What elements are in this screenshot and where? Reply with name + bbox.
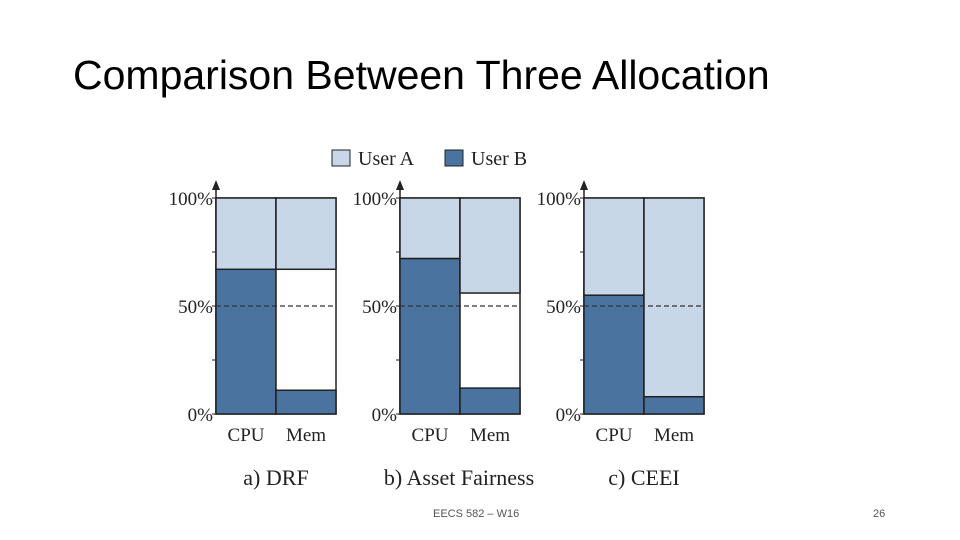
x-tick-label-mem: Mem xyxy=(470,425,510,446)
y-tick-label: 100% xyxy=(169,189,214,210)
bar-user-a-cpu xyxy=(399,197,461,260)
bar-user-b-mem xyxy=(459,387,521,415)
y-tick-label: 100% xyxy=(353,189,398,210)
bar-user-b-mem xyxy=(275,389,337,415)
chart-title-1: a) DRF xyxy=(243,465,308,490)
slide-number: 26 xyxy=(873,508,886,520)
y-tick-label: 0% xyxy=(372,405,398,426)
y-tick-label: 100% xyxy=(537,189,582,210)
y-axis-arrow-2 xyxy=(396,180,404,190)
legend-label-user-b: User B xyxy=(471,148,527,170)
x-tick-label-cpu: CPU xyxy=(228,425,265,446)
y-axis-arrow-1 xyxy=(212,180,220,190)
bar-user-b-cpu xyxy=(215,268,277,415)
legend-swatch-user-a xyxy=(331,149,351,167)
bar-user-a-mem xyxy=(459,197,521,294)
bar-user-a-cpu xyxy=(215,197,277,271)
bar-user-a-mem xyxy=(643,197,705,398)
footer-text: EECS 582 – W16 xyxy=(433,508,520,520)
bar-user-a-cpu xyxy=(583,197,645,296)
y-tick-label: 50% xyxy=(362,297,397,318)
slide-title: Comparison Between Three Allocation xyxy=(73,52,770,98)
x-tick-label-cpu: CPU xyxy=(412,425,449,446)
legend-label-user-a: User A xyxy=(358,148,415,170)
x-tick-label-mem: Mem xyxy=(654,425,694,446)
x-tick-label-mem: Mem xyxy=(286,425,326,446)
x-tick-label-cpu: CPU xyxy=(596,425,633,446)
y-tick-label: 50% xyxy=(546,297,581,318)
y-tick-label: 50% xyxy=(178,297,213,318)
y-tick-label: 0% xyxy=(188,405,214,426)
legend-swatch-user-b xyxy=(444,149,464,167)
y-tick-label: 0% xyxy=(556,405,582,426)
bar-user-b-cpu xyxy=(399,257,461,415)
y-axis-arrow-3 xyxy=(580,180,588,190)
bar-user-b-mem xyxy=(643,395,705,415)
chart-title-2: b) Asset Fairness xyxy=(384,465,534,490)
bar-user-a-mem xyxy=(275,197,337,271)
bar-user-b-cpu xyxy=(583,294,645,415)
chart-title-3: c) CEEI xyxy=(608,465,679,490)
